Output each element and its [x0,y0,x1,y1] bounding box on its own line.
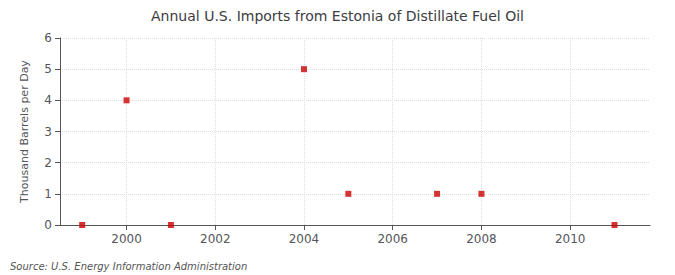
svg-text:Annual U.S. Imports from Eston: Annual U.S. Imports from Estonia of Dist… [151,8,524,24]
svg-text:2008: 2008 [466,232,497,246]
svg-text:3: 3 [44,125,52,139]
svg-text:6: 6 [44,31,52,45]
svg-text:Thousand Barrels per Day: Thousand Barrels per Day [18,60,31,204]
svg-text:2: 2 [44,156,52,170]
svg-text:2000: 2000 [111,232,142,246]
svg-text:4: 4 [44,93,52,107]
svg-text:2010: 2010 [555,232,586,246]
svg-text:2006: 2006 [377,232,408,246]
svg-text:5: 5 [44,62,52,76]
svg-text:1: 1 [44,187,52,201]
svg-text:0: 0 [44,218,52,232]
svg-text:2002: 2002 [200,232,231,246]
svg-text:2004: 2004 [289,232,320,246]
svg-text:Source: U.S. Energy Informatio: Source: U.S. Energy Information Administ… [10,261,247,272]
